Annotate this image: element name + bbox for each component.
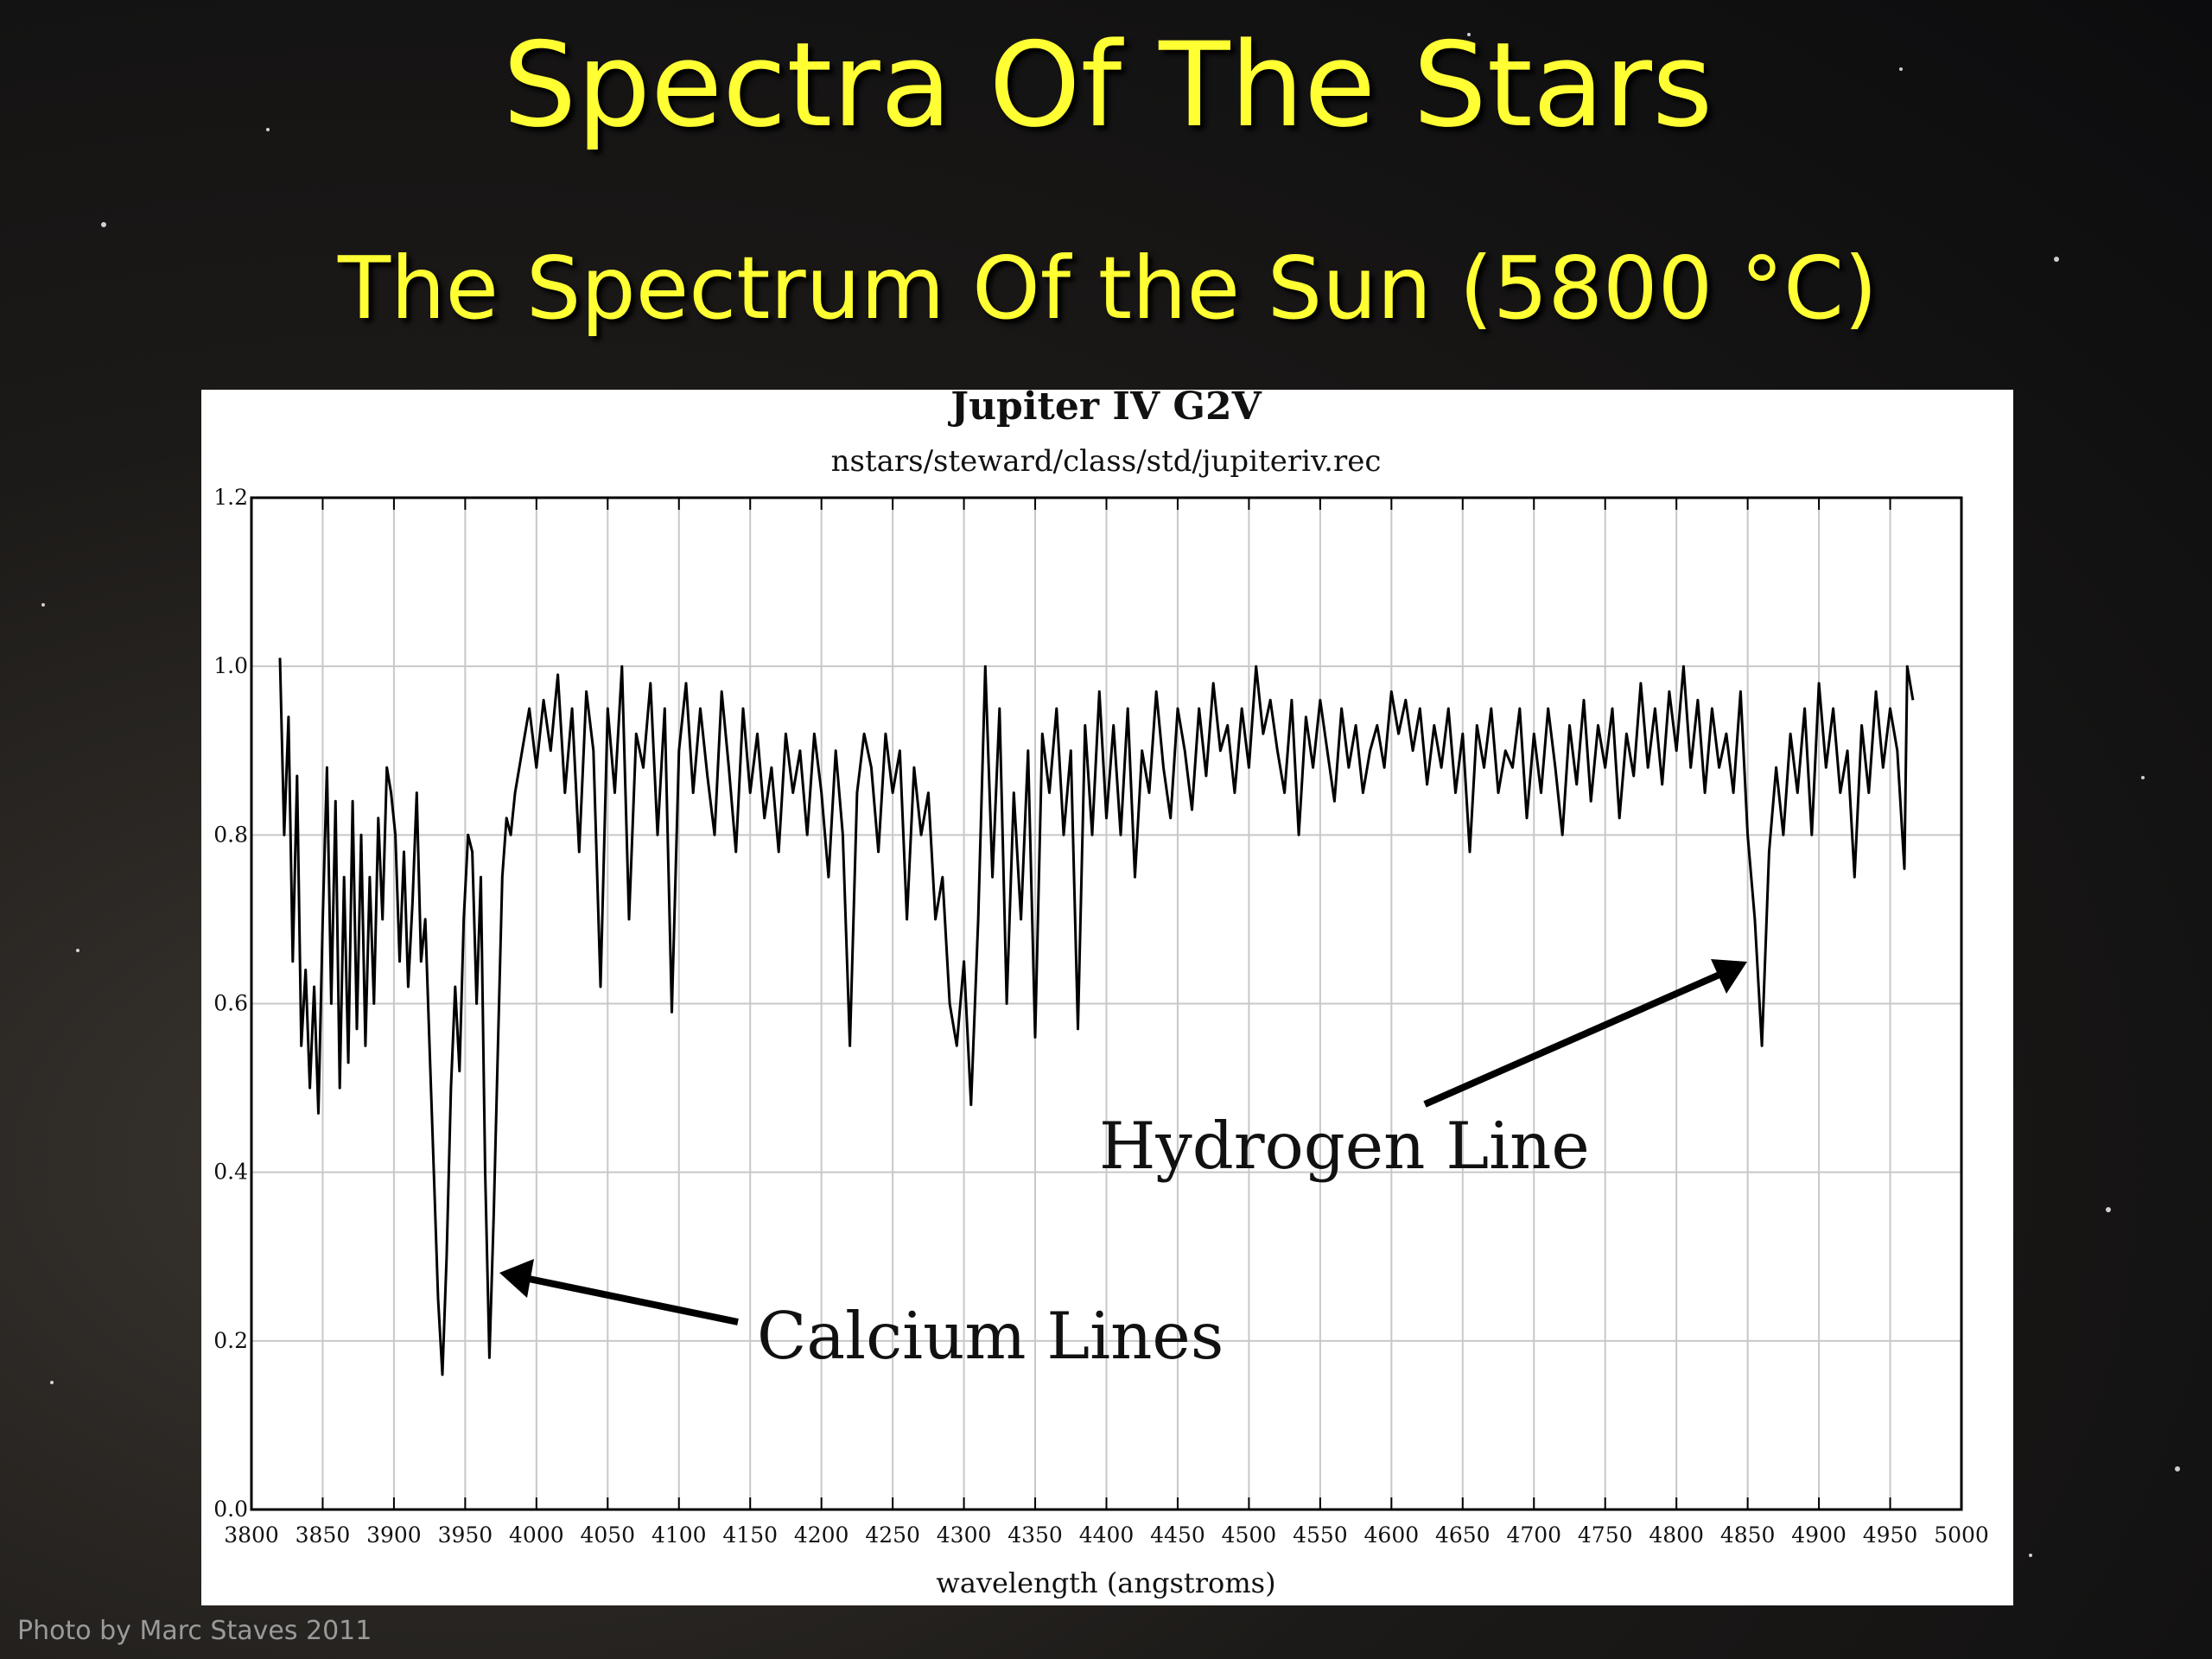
x-tick-label: 4700 (1506, 1522, 1561, 1548)
y-tick-label: 0.2 (213, 1328, 248, 1353)
x-axis-label: wavelength (angstroms) (936, 1567, 1275, 1599)
y-tick-label: 1.2 (213, 485, 248, 510)
annotation: Calcium Lines (757, 1298, 1224, 1374)
plot-frame (250, 496, 1963, 1511)
x-tick-label: 4250 (865, 1522, 920, 1548)
x-tick-label: 3950 (438, 1522, 493, 1548)
x-tick-label: 3900 (366, 1522, 422, 1548)
chart-subtitle: nstars/steward/class/std/jupiteriv.rec (831, 444, 1382, 479)
x-tick-label: 4850 (1720, 1522, 1776, 1548)
y-tick-label: 0.4 (213, 1160, 248, 1185)
x-tick-label: 4450 (1150, 1522, 1205, 1548)
y-tick-label: 0.0 (213, 1497, 248, 1522)
spectrum-line (278, 658, 1915, 1376)
x-tick-label: 4300 (937, 1522, 992, 1548)
x-tick-label: 4500 (1222, 1522, 1277, 1548)
x-tick-label: 4750 (1578, 1522, 1633, 1548)
stars (41, 33, 2180, 1557)
photo-credit: Photo by Marc Staves 2011 (17, 1616, 372, 1646)
x-tick-label: 4400 (1079, 1522, 1135, 1548)
arrows (499, 959, 1747, 1325)
x-tick-label: 4100 (652, 1522, 707, 1548)
slide-subtitle: The Spectrum Of the Sun (5800 °C) (337, 238, 1878, 339)
x-tick-label: 3850 (296, 1522, 351, 1548)
slide-title: Spectra Of The Stars (503, 17, 1713, 153)
x-tick-label: 4150 (722, 1522, 778, 1548)
x-tick-label: 3800 (224, 1522, 279, 1548)
x-tick-label: 5000 (1934, 1522, 1989, 1548)
x-tick-label: 4550 (1293, 1522, 1348, 1548)
x-tick-label: 4050 (580, 1522, 635, 1548)
plot: 0.0 0.2 0.4 0.6 0.8 1.0 1.2 3800 3850 3900 3950 400… (213, 485, 1989, 1548)
chart-title: Jupiter IV G2V (947, 385, 1262, 429)
y-tick-label: 0.8 (213, 822, 248, 847)
x-tick-label: 4950 (1863, 1522, 1918, 1548)
x-tick-label: 4600 (1364, 1522, 1420, 1548)
annotation: Hydrogen Line (1099, 1108, 1590, 1184)
y-tick-label: 0.6 (213, 991, 248, 1016)
x-tick-label: 4200 (794, 1522, 849, 1548)
x-tick-label: 4000 (509, 1522, 564, 1548)
x-tick-label: 4900 (1791, 1522, 1847, 1548)
x-tick-label: 4650 (1435, 1522, 1491, 1548)
y-tick-label: 1.0 (213, 653, 248, 678)
x-tick-label: 4800 (1649, 1522, 1704, 1548)
x-tick-label: 4350 (1007, 1522, 1063, 1548)
